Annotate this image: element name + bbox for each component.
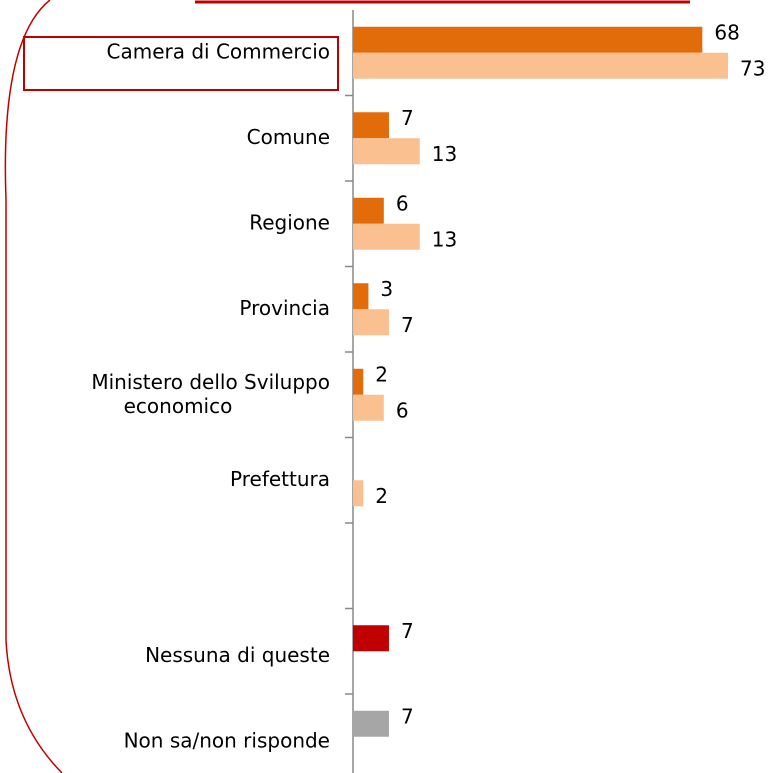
bar — [353, 283, 369, 310]
value-label: 13 — [432, 142, 457, 166]
category-label: Nessuna di queste — [145, 643, 330, 667]
value-label: 6 — [396, 398, 409, 422]
category-label: Regione — [249, 210, 330, 234]
value-label: 7 — [401, 313, 414, 337]
value-label: 6 — [396, 191, 409, 215]
category-label: Ministero dello Sviluppo economico — [91, 369, 330, 417]
value-label: 68 — [714, 20, 739, 44]
category-label: Prefettura — [230, 467, 330, 491]
highlight-box — [23, 36, 339, 91]
category-label: Non sa/non risponde — [124, 728, 330, 752]
bar — [353, 625, 389, 652]
value-label: 2 — [375, 362, 388, 386]
bar — [353, 309, 389, 336]
bar — [353, 112, 389, 139]
bar — [353, 52, 729, 79]
value-label: 13 — [432, 227, 457, 251]
bar — [353, 710, 389, 737]
category-label-line: Ministero dello Sviluppo — [91, 369, 330, 393]
bar — [353, 480, 364, 507]
value-label: 2 — [375, 484, 388, 508]
bar — [353, 223, 420, 250]
bar — [353, 138, 420, 165]
value-label: 73 — [740, 56, 765, 80]
decorative-arc — [4, 0, 63, 773]
value-label: 3 — [380, 277, 393, 301]
category-label: Provincia — [239, 296, 330, 320]
bar — [353, 26, 703, 53]
value-label: 7 — [401, 106, 414, 130]
category-label-line: economico — [124, 393, 233, 417]
bar — [353, 394, 384, 421]
value-label: 7 — [401, 619, 414, 643]
bar — [353, 197, 384, 224]
category-label: Comune — [247, 125, 330, 149]
category-label: Camera di Commercio — [107, 39, 331, 63]
value-label: 7 — [401, 704, 414, 728]
bar — [353, 368, 364, 395]
